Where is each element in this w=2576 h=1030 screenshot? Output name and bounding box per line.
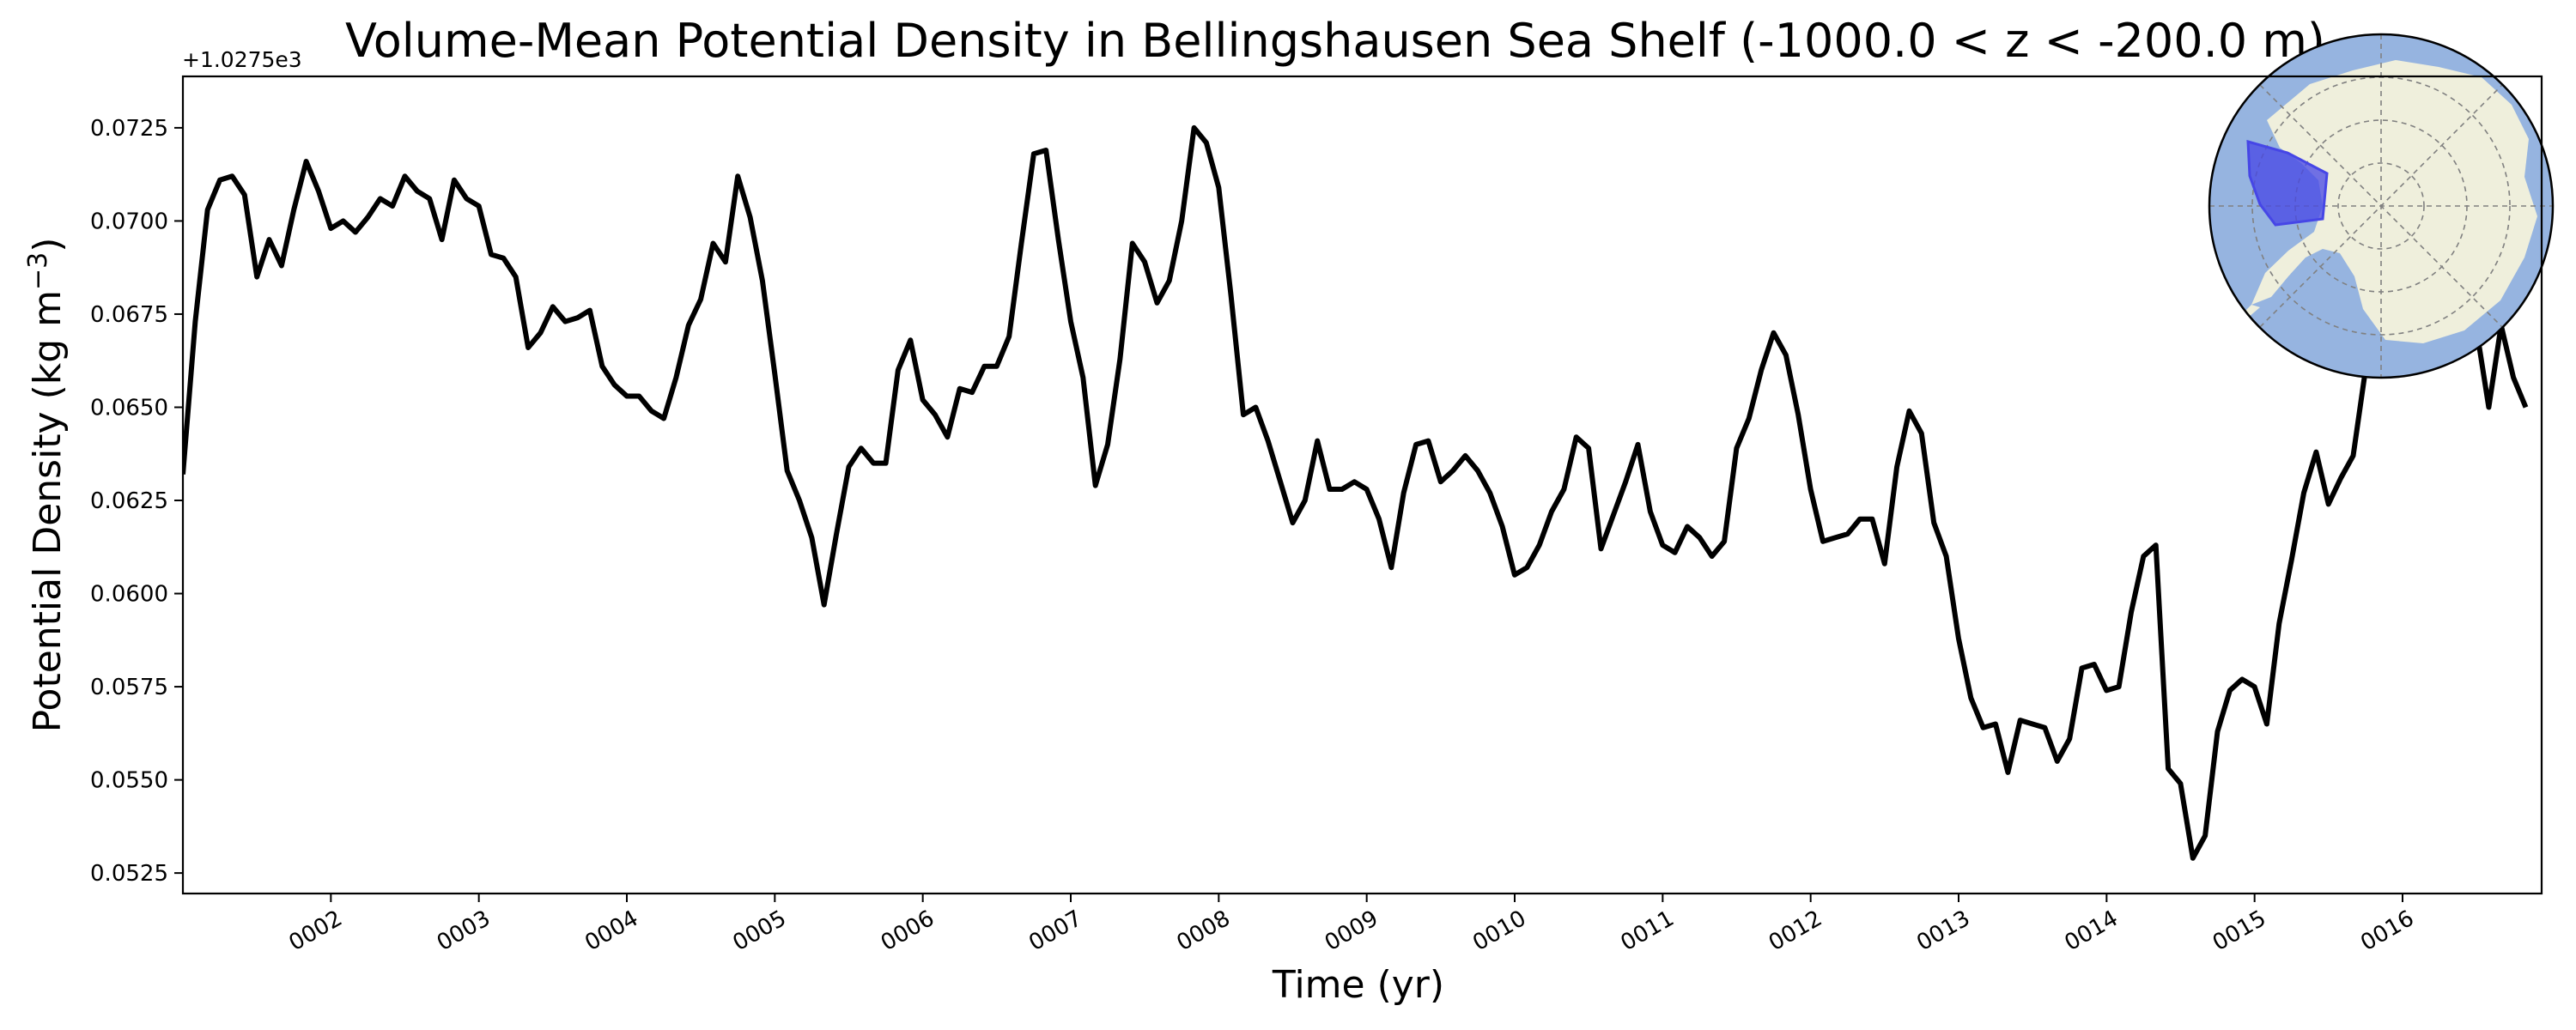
antarctica-landmass [2251, 60, 2537, 343]
y-axis-label-main: Potential Density (kg m [26, 290, 70, 732]
y-tick-label: 0.0650 [90, 395, 168, 421]
chart-title: Volume-Mean Potential Density in Belling… [345, 14, 2325, 68]
y-ticks: 0.0525 0.0550 0.0575 0.0600 0.0625 0.0650 0.06… [90, 116, 183, 887]
y-tick-label: 0.0625 [90, 488, 168, 514]
y-tick-label: 0.0675 [90, 302, 168, 328]
inset-border [2208, 33, 2555, 379]
y-tick-label: 0.0525 [90, 861, 168, 887]
offset-label: +1.0275e3 [182, 47, 302, 72]
series-layer [183, 124, 2529, 861]
y-axis-label: Potential Density (kg m−3) [23, 238, 70, 733]
plot-frame [181, 75, 2543, 895]
series-line [183, 124, 2529, 861]
y-tick-label: 0.0700 [90, 209, 168, 234]
y-axis-label-close: ) [26, 238, 70, 252]
y-tick-label: 0.0575 [90, 675, 168, 700]
y-tick-label: 0.0550 [90, 768, 168, 794]
y-tick-label: 0.0600 [90, 582, 168, 608]
y-tick-label: 0.0725 [90, 116, 168, 142]
bellingshausen-region-highlight [2246, 139, 2329, 227]
antarctica-inset-map [2208, 33, 2555, 379]
x-axis-label: Time (yr) [1272, 963, 1444, 1007]
y-axis-label-exponent: −3 [23, 252, 53, 290]
